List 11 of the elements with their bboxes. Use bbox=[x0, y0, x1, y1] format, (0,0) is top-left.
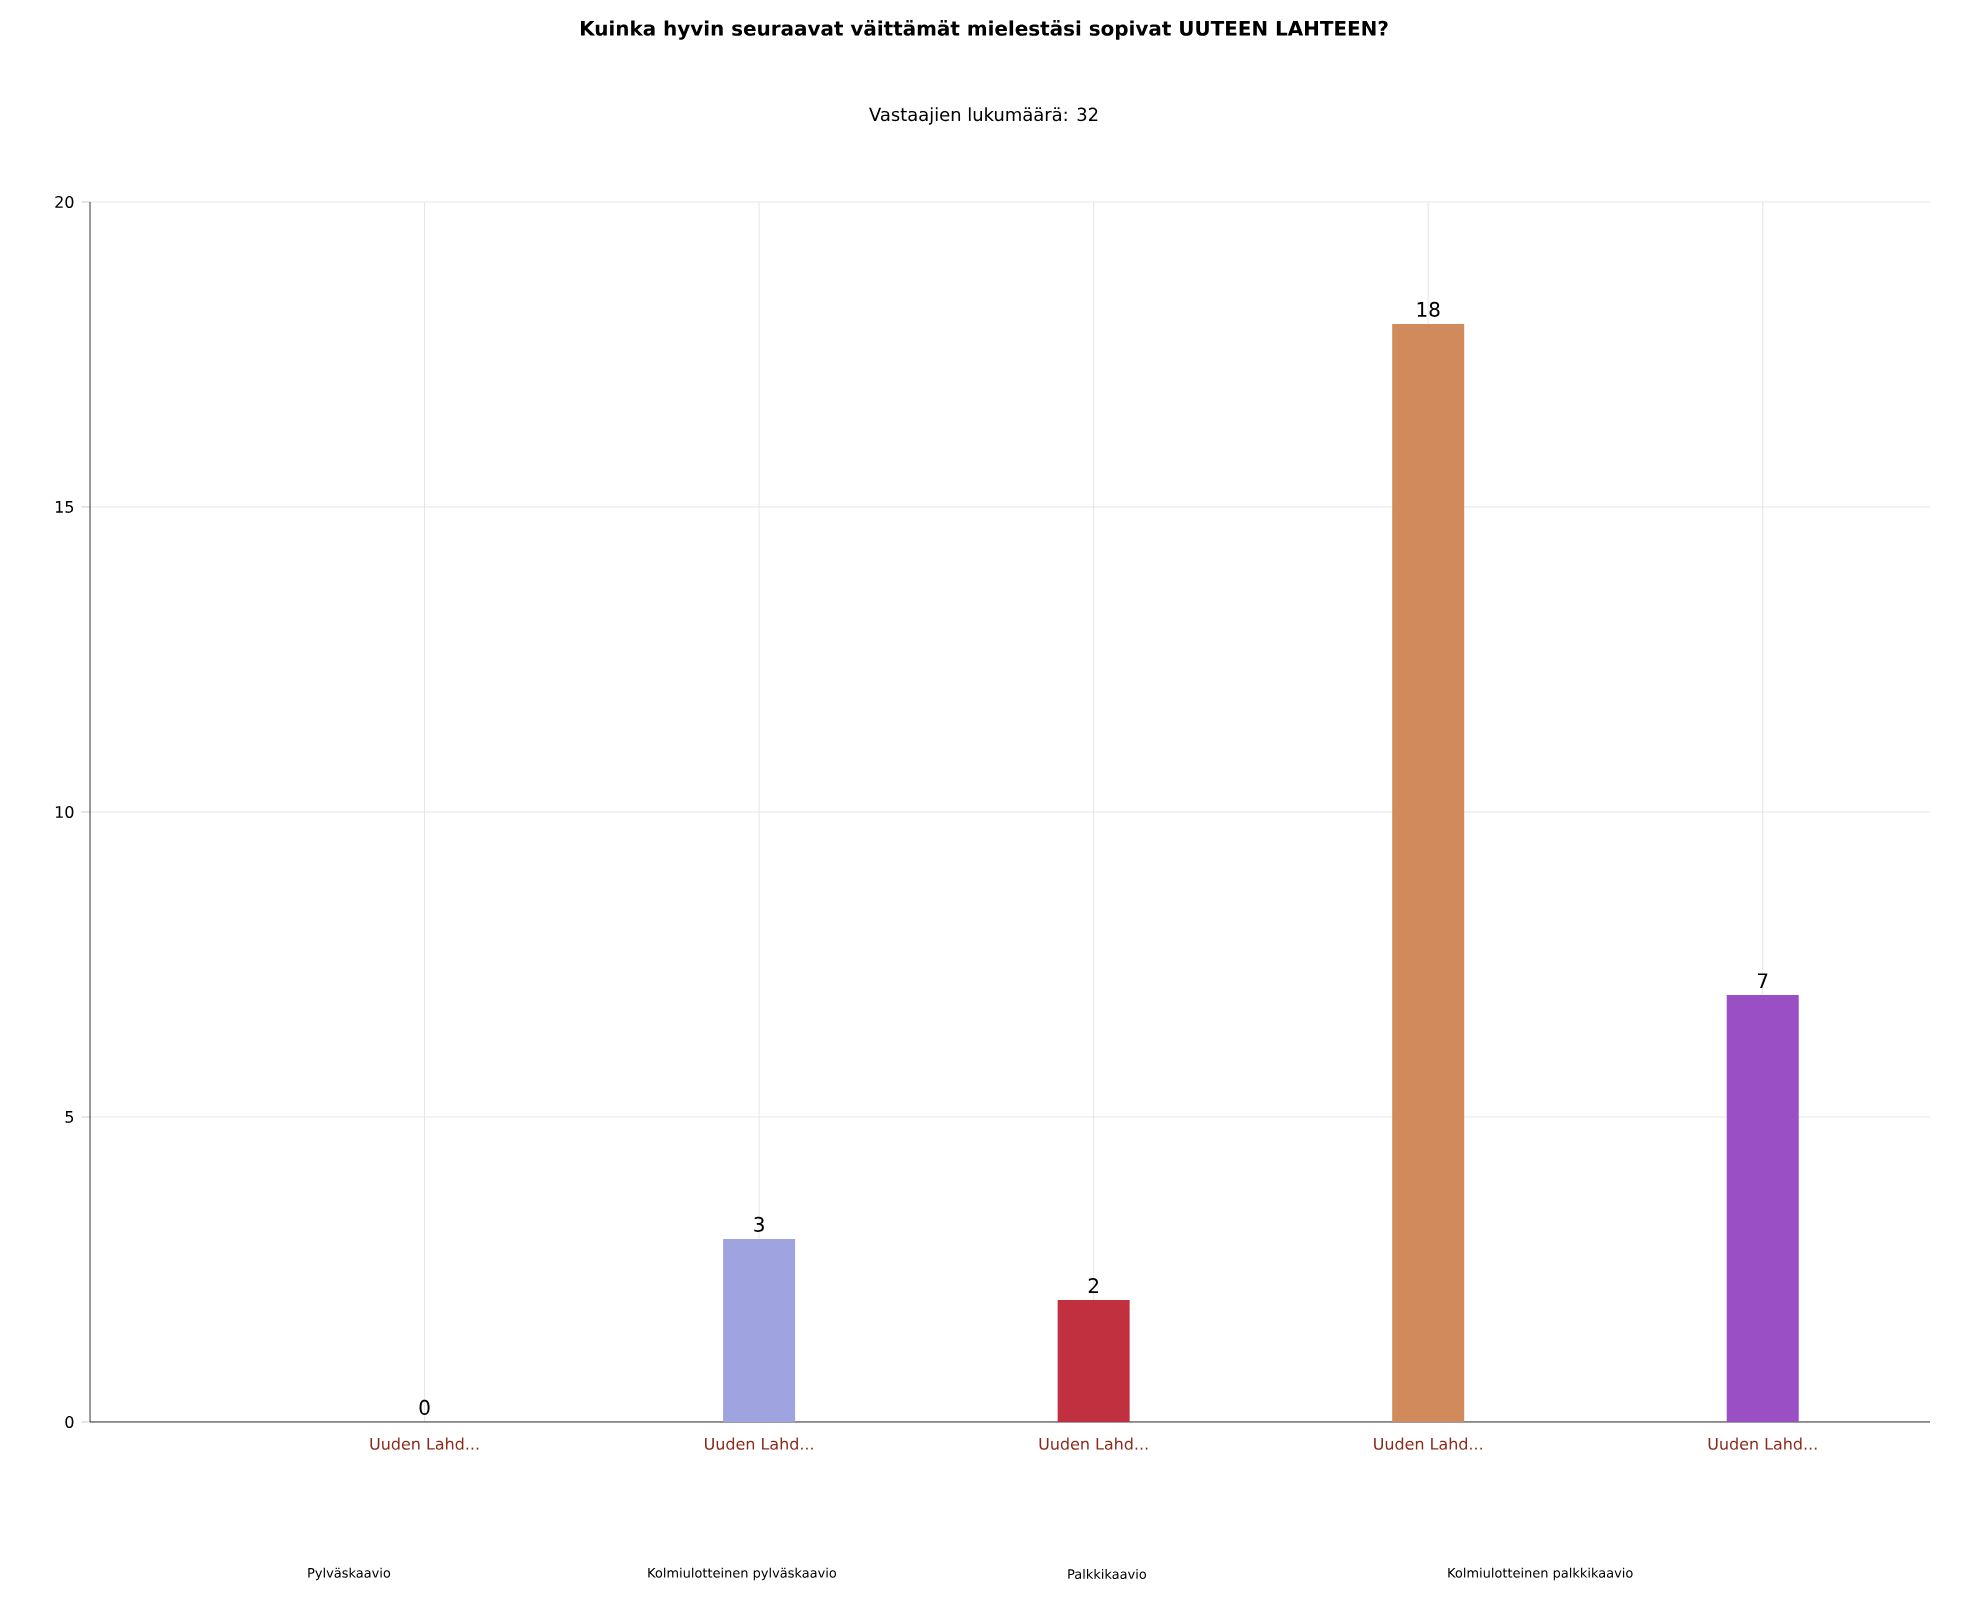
bar bbox=[1726, 994, 1799, 1422]
bar bbox=[1057, 1299, 1130, 1422]
chart-subtitle: Vastaajien lukumäärä: 32 bbox=[869, 107, 1098, 125]
data-label: 7 bbox=[1758, 973, 1768, 988]
data-label: 3 bbox=[754, 1216, 764, 1232]
chart-title: Kuinka hyvin seuraavat väittämät mielestäsi sopivat UUTEEN LAHTEEN? bbox=[581, 20, 1388, 40]
data-label: 18 bbox=[1417, 301, 1440, 317]
bar bbox=[1392, 323, 1465, 1422]
bar bbox=[723, 1238, 796, 1422]
data-label: 2 bbox=[1088, 1278, 1098, 1293]
data-label: 0 bbox=[419, 1399, 430, 1415]
